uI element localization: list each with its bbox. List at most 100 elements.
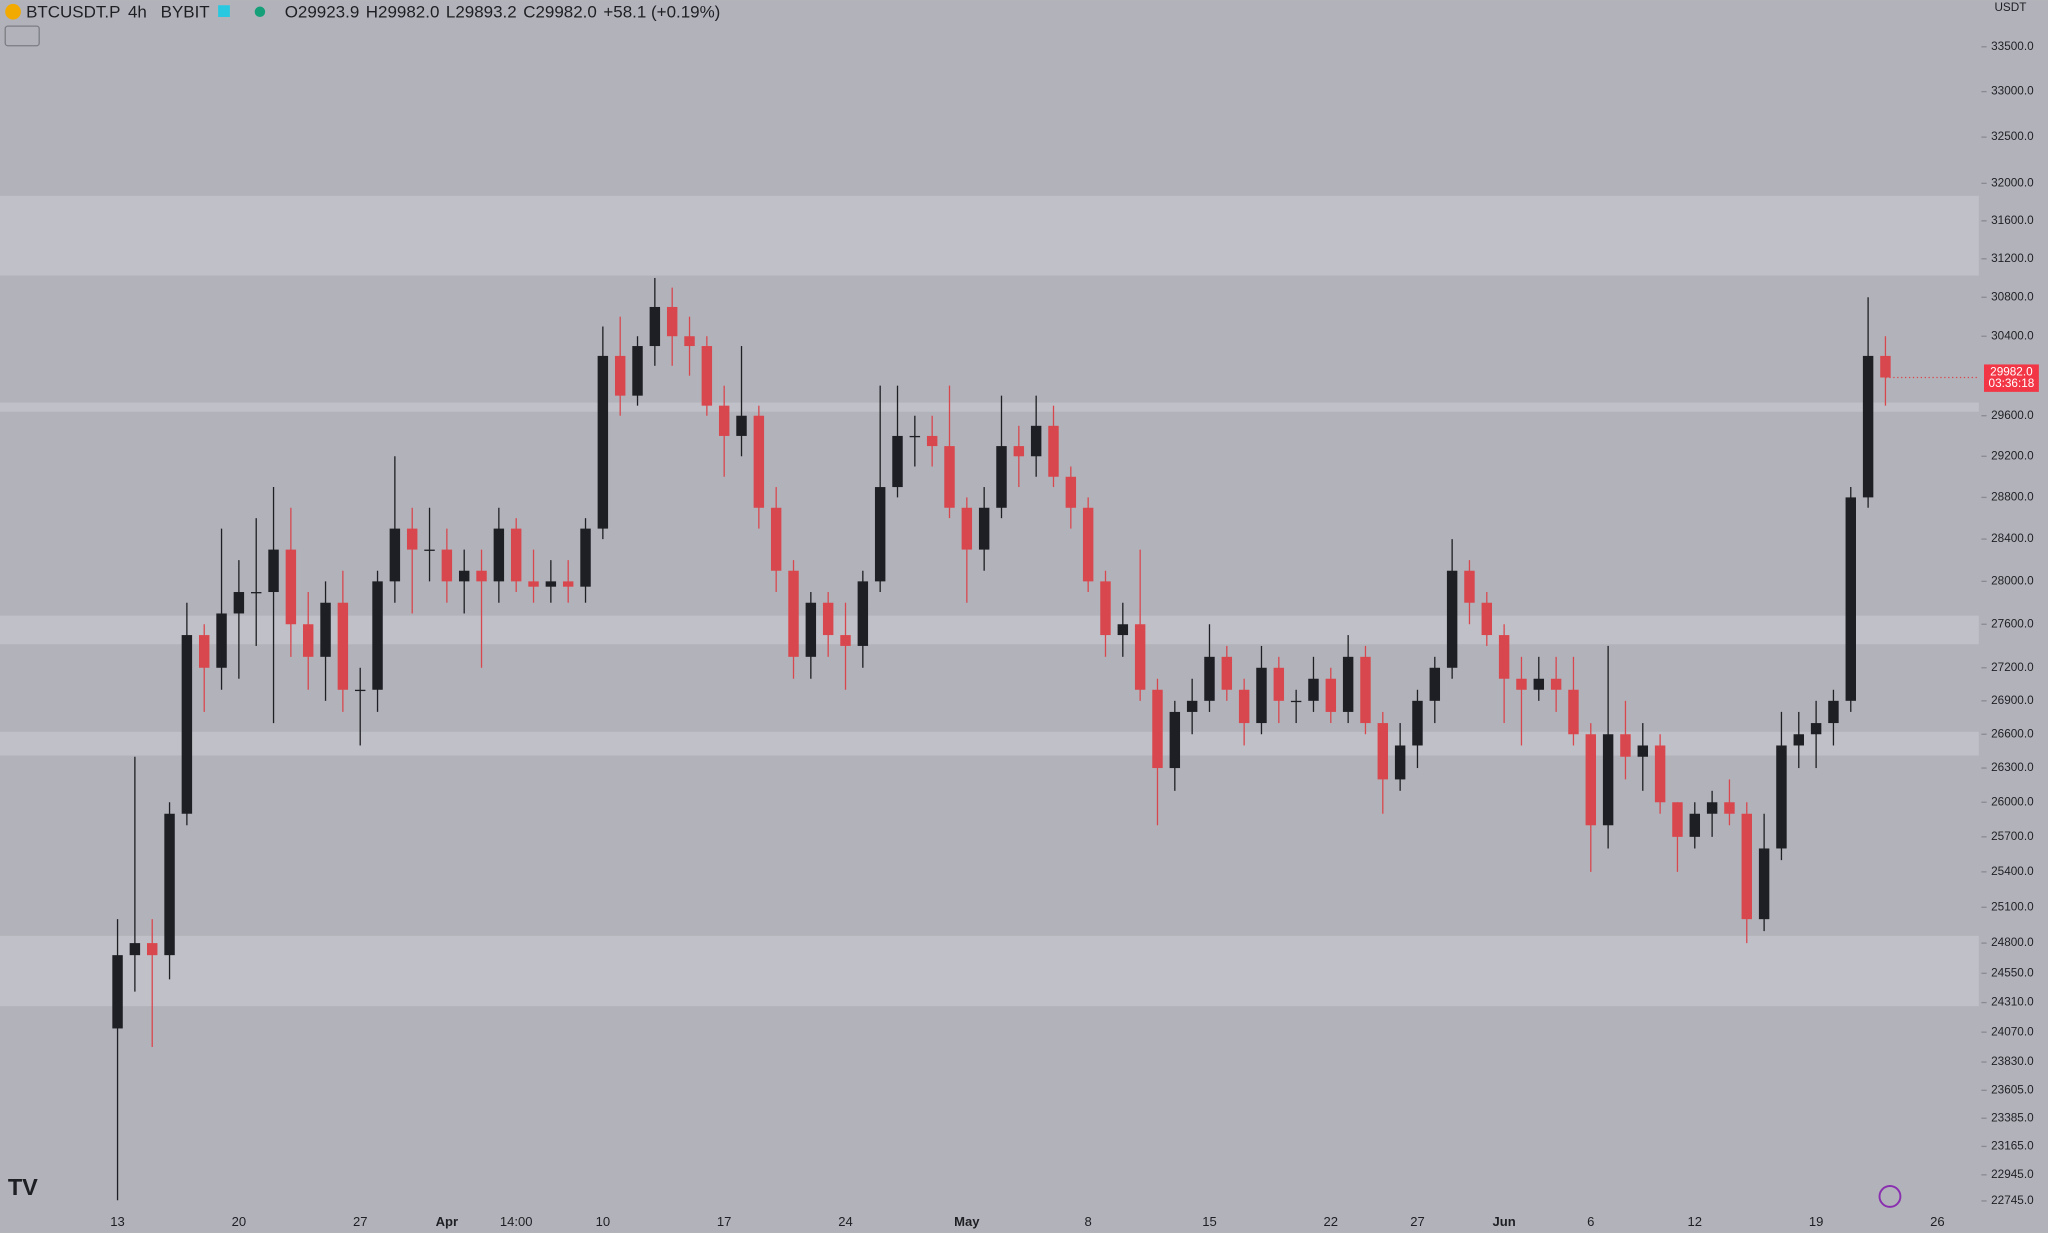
y-tick-label: 33000.0 [1991,85,2034,98]
candle-body [1446,570,1458,668]
candle-body [268,549,279,593]
ohlc-value: C29982.0 [523,3,597,22]
candle-body [1030,425,1042,457]
candle-body [857,581,869,646]
candle-body [1082,507,1094,582]
x-tick-label: 19 [1809,1214,1824,1229]
candle-body [1845,497,1856,701]
candle-body [1256,667,1267,724]
candle-body [1377,723,1389,780]
candle-body [1741,813,1753,920]
y-tick-label: 24550.0 [1991,966,2034,979]
x-tick-label: 10 [596,1214,611,1229]
x-tick-label: 26 [1930,1214,1945,1229]
candle-body [216,613,227,668]
market-dot [254,6,266,17]
candle-body [926,435,938,447]
candle-body [1186,700,1198,712]
candle-body [164,813,175,956]
currency[interactable]: USDT [1994,1,2026,14]
candle-body [562,581,574,587]
candle-body [1325,678,1337,712]
candle-body [1204,656,1215,701]
candle-body [1290,700,1302,703]
candle-body [372,581,383,690]
candle-body [1568,689,1579,735]
status-icon [218,5,230,17]
y-tick-label: 23165.0 [1991,1140,2034,1153]
ohlc-value: +58.1 (+0.19%) [603,3,720,22]
x-tick-label: 8 [1085,1214,1092,1229]
x-tick-label: 24 [838,1214,853,1229]
ohlc-value: H29982.0 [366,3,440,22]
candle-body [458,570,470,582]
candle-body [1464,570,1475,603]
x-tick-label: 13 [110,1214,125,1229]
candle-body [822,602,834,636]
candle-body [302,624,314,657]
candle-body [840,635,851,646]
candle-body [961,507,973,550]
y-tick-label: 28400.0 [1991,532,2034,545]
y-tick-label: 23605.0 [1991,1083,2034,1096]
candle-body [1654,745,1666,803]
candle-body [1013,446,1025,457]
x-tick-label: 27 [1410,1214,1425,1229]
candle-body [736,415,747,436]
candle-body [528,581,539,587]
candle-body [146,943,158,956]
candle-body [198,635,210,668]
x-tick-label: 20 [232,1214,247,1229]
candle-body [1793,734,1805,746]
candle-body [788,570,799,657]
x-tick-label: 27 [353,1214,368,1229]
candle-body [424,549,435,551]
x-tick-label: May [954,1214,980,1229]
candle-body [1724,802,1735,814]
candle-body [666,306,678,337]
candle-body [1152,689,1163,769]
candle-body [1429,667,1441,701]
candle-body [1585,734,1597,826]
candle-body [285,549,297,625]
y-tick-label: 27600.0 [1991,617,2034,630]
collapse-button[interactable] [4,25,40,47]
candle-body [1481,602,1493,636]
candle-body [770,507,782,571]
candle-body [1880,355,1891,378]
candles [112,277,1891,1201]
alert-button[interactable] [1878,1184,1902,1208]
candle-body [1706,802,1718,814]
y-tick-label: 32000.0 [1991,176,2034,189]
candle-body [1689,813,1701,837]
candle-body [996,446,1007,508]
price-tag-value: 29982.0 [1990,365,2033,378]
candle-body [441,549,453,582]
candle-body [1169,711,1181,769]
candle-body [354,689,366,692]
candle-body [337,602,349,690]
y-tick-label: 24800.0 [1991,936,2034,949]
x-tick-label: Apr [436,1214,458,1229]
candle-body [320,602,331,657]
candle-body [1498,635,1510,679]
y-tick-label: 31200.0 [1991,252,2034,265]
candle-body [1758,848,1770,920]
symbol: BTCUSDT.P [26,3,120,22]
candle-body [181,635,193,814]
candle-body [493,528,505,582]
candle-body [1342,656,1354,712]
candle-body [1637,745,1649,757]
y-tick-label: 25700.0 [1991,830,2034,843]
candle-body [510,528,522,582]
y-tick-label: 24070.0 [1991,1025,2034,1038]
candle-body [649,306,661,347]
y-tick-label: 28800.0 [1991,491,2034,504]
y-tick-label: 31600.0 [1991,214,2034,227]
candle-body [1602,734,1614,826]
candle-body [129,943,141,956]
candle-body [874,487,886,582]
price-zone [0,402,1979,412]
ohlc-legend: O29923.9 H29982.0 L29893.2 C29982.0 +58.1 (+… [285,3,721,22]
